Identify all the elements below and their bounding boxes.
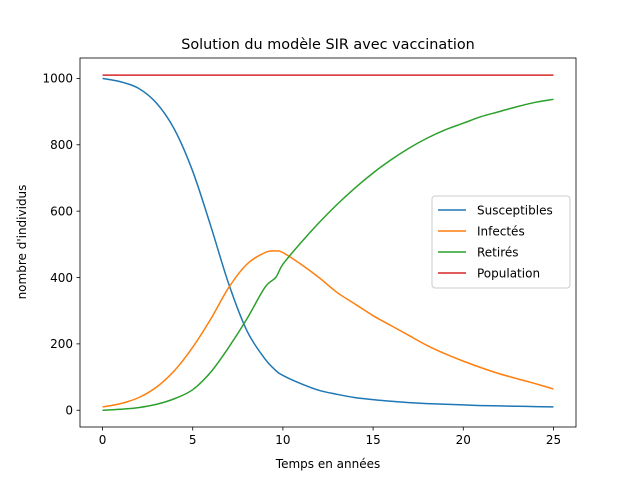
axes: 0 5 10 15 20 25 0 200 400 600 800 1000: [42, 57, 577, 447]
x-tick-label: 10: [275, 433, 290, 447]
y-tick-label: 600: [50, 204, 73, 218]
y-tick-label: 200: [50, 337, 73, 351]
x-tick-label: 15: [365, 433, 380, 447]
x-tick-label: 5: [189, 433, 197, 447]
chart-title: Solution du modèle SIR avec vaccination: [181, 37, 475, 53]
y-tick-label: 800: [50, 138, 73, 152]
legend-label-infectés: Infectés: [477, 224, 525, 238]
y-tick-label: 0: [65, 404, 73, 418]
x-tick-label: 0: [99, 433, 107, 447]
y-tick-label: 400: [50, 271, 73, 285]
y-axis-label: nombre d'individus: [15, 185, 29, 300]
legend-label-population: Population: [477, 266, 540, 280]
x-axis-label: Temps en années: [275, 457, 380, 471]
axes-frame: [79, 57, 577, 428]
legend-box: [431, 195, 571, 289]
legend: Susceptibles Infectés Retirés Population: [431, 195, 571, 289]
legend-label-retirés: Retirés: [477, 245, 519, 259]
y-tick-label: 1000: [42, 72, 73, 86]
series-line-susceptibles: [102, 77, 554, 408]
legend-label-susceptibles: Susceptibles: [477, 203, 553, 217]
series-line-retirés: [102, 98, 554, 411]
x-tick-label: 20: [456, 433, 471, 447]
x-tick-label: 25: [546, 433, 561, 447]
series-line-infectés: [102, 250, 554, 408]
plot-area: [102, 74, 554, 411]
